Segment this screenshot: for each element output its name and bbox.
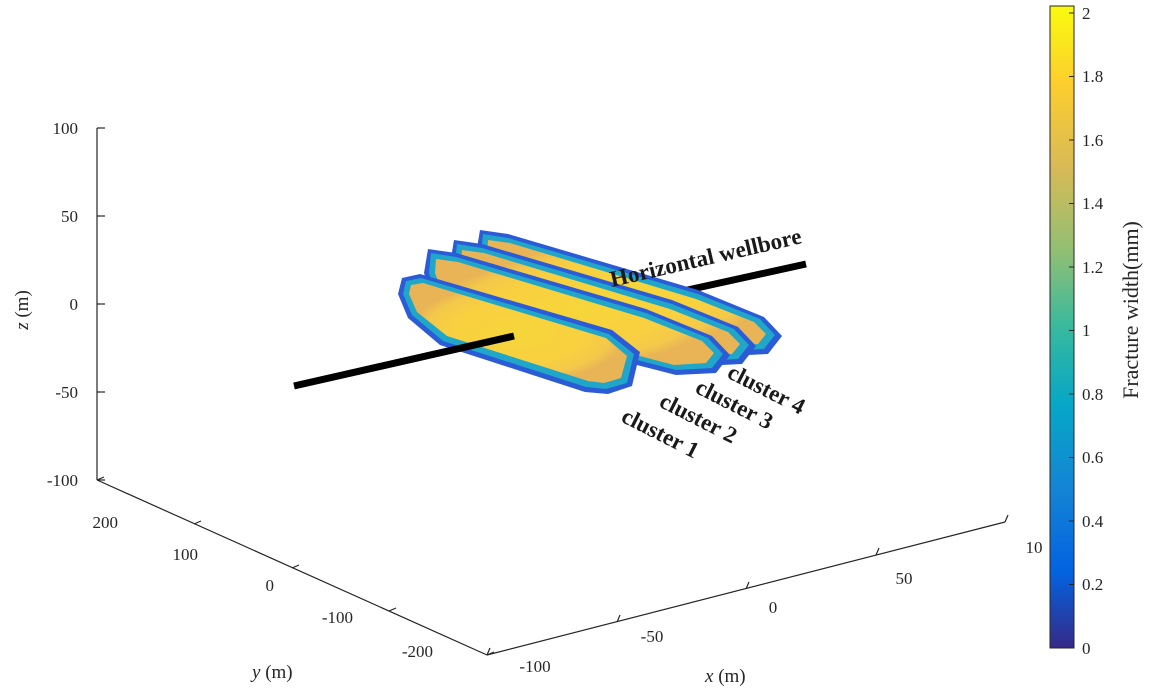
fracture-cluster-1	[398, 274, 640, 394]
colorbar-bar	[1049, 5, 1075, 649]
z-tick-label: -100	[47, 471, 78, 490]
colorbar-tick-label: 0.4	[1082, 512, 1104, 531]
y-axis-label: y (m)	[250, 662, 293, 683]
x-tick-mark	[745, 581, 750, 590]
colorbar-tick-label: 1.2	[1082, 258, 1103, 277]
y-tick-label: 0	[266, 576, 275, 595]
y-tick-mark	[486, 651, 495, 656]
colorbar-tick-label: 1.8	[1082, 67, 1103, 86]
y-tick-label: 100	[173, 545, 199, 564]
x-axis-label: x (m)	[704, 666, 746, 687]
y-tick-mark	[96, 476, 105, 481]
colorbar-tick-label: 1.4	[1082, 194, 1104, 213]
z-tick-label: -50	[55, 383, 78, 402]
y-tick-labels: 200 100 0 -100 -200	[93, 513, 434, 661]
x-tick-label: 10	[1026, 538, 1043, 557]
x-tick-label: -50	[641, 627, 664, 646]
y-tick-label: -100	[322, 608, 353, 627]
y-tick-label: -200	[402, 642, 433, 661]
colorbar-ticks	[1069, 12, 1074, 649]
z-tick-label: 100	[53, 119, 79, 138]
colorbar-tick-label: 0.6	[1082, 448, 1103, 467]
x-tick-labels: -100 -50 0 50 10	[519, 538, 1042, 676]
x-tick-mark	[1004, 514, 1009, 523]
colorbar-label: Fracture width(mm)	[1118, 221, 1143, 399]
tick-marks	[96, 127, 1009, 656]
x-tick-mark	[875, 547, 880, 556]
y-tick-mark	[291, 564, 300, 569]
colorbar-tick-label: 1	[1082, 321, 1091, 340]
x-tick-mark	[616, 614, 621, 623]
x-tick-label: 0	[769, 598, 778, 617]
colorbar-tick-label: 0	[1082, 639, 1091, 658]
y-tick-label: 200	[93, 513, 119, 532]
fracture-cluster-2	[424, 249, 730, 375]
z-tick-label: 50	[61, 207, 78, 226]
z-tick-label: 0	[70, 295, 79, 314]
y-tick-mark	[193, 520, 202, 525]
x-tick-label: -100	[519, 657, 550, 676]
z-tick-labels: 100 50 0 -50 -100	[47, 119, 78, 490]
y-tick-mark	[388, 607, 397, 612]
x-tick-mark	[486, 647, 491, 656]
wellbore-label: Horizontal wellbore	[608, 223, 804, 291]
wellbore-front	[293, 332, 515, 390]
axes	[96, 128, 1006, 656]
colorbar-tick-label: 0.8	[1082, 385, 1103, 404]
colorbar-tick-label: 1.6	[1082, 131, 1103, 150]
fracture-clusters	[398, 230, 782, 394]
colorbar-tick-labels: 0 0.2 0.4 0.6 0.8 1 1.2 1.4 1.6 1.8 2	[1082, 4, 1104, 658]
x-tick-label: 50	[896, 569, 913, 588]
colorbar-tick-label: 2	[1082, 4, 1091, 23]
colorbar-tick-label: 0.2	[1082, 575, 1103, 594]
colorbar: 0 0.2 0.4 0.6 0.8 1 1.2 1.4 1.6 1.8 2 Fr…	[1049, 4, 1143, 658]
z-axis-label: z (m)	[12, 290, 33, 331]
